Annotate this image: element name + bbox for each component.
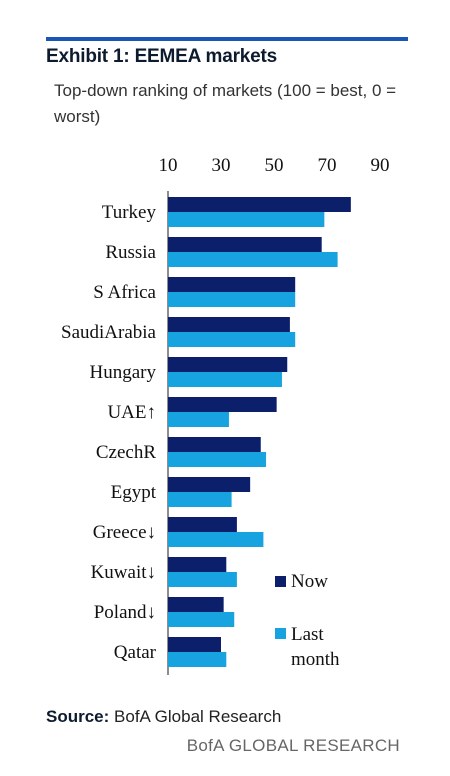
bar-last-month — [168, 412, 229, 427]
bar-now — [168, 357, 288, 372]
legend-swatch-now — [275, 576, 286, 587]
bar-now — [168, 477, 251, 492]
category-label: Russia — [105, 242, 156, 263]
bar-now — [168, 597, 224, 612]
header-accent-bar — [46, 37, 408, 41]
bar-last-month — [168, 492, 232, 507]
source-text: BofA Global Research — [114, 707, 282, 726]
source-note: Source: BofA Global Research — [46, 707, 281, 727]
bar-last-month — [168, 212, 325, 227]
x-tick-label: 30 — [212, 155, 231, 176]
bar-now — [168, 517, 237, 532]
bar-now — [168, 397, 277, 412]
category-label: Turkey — [102, 202, 157, 223]
category-labels: Turkey Russia S Africa SaudiArabia Hungary UA… — [61, 202, 157, 663]
chart-subtitle: Top-down ranking of markets (100 = best,… — [54, 81, 397, 126]
bar-now — [168, 197, 351, 212]
bar-last-month — [168, 372, 282, 387]
category-label: Greece↓ — [93, 522, 156, 543]
bar-now — [168, 317, 290, 332]
category-label: Egypt — [111, 482, 157, 503]
legend-label-now: Now — [291, 571, 328, 592]
bar-last-month — [168, 452, 267, 467]
bar-last-month — [168, 612, 235, 627]
brand-footer: BofA GLOBAL RESEARCH — [186, 736, 400, 755]
bar-last-month — [168, 332, 296, 347]
category-label: Hungary — [90, 362, 157, 383]
bar-now — [168, 557, 227, 572]
category-label: Qatar — [114, 642, 157, 663]
chart-title: Exhibit 1: EEMEA markets — [46, 46, 278, 67]
bars-group — [168, 197, 351, 667]
source-label: Source: — [46, 707, 110, 726]
bar-last-month — [168, 652, 227, 667]
category-label: CzechR — [96, 442, 156, 463]
x-tick-label: 70 — [318, 155, 337, 176]
category-label: UAE↑ — [107, 402, 156, 423]
bar-now — [168, 437, 261, 452]
bar-chart: 10 30 50 70 90 Turkey Russia S Africa SaudiArab… — [61, 155, 390, 675]
bar-last-month — [168, 572, 237, 587]
x-tick-label: 90 — [371, 155, 390, 176]
bar-last-month — [168, 532, 264, 547]
bar-last-month — [168, 292, 296, 307]
bar-now — [168, 237, 322, 252]
bar-last-month — [168, 252, 338, 267]
category-label: SaudiArabia — [61, 322, 157, 343]
x-tick-label: 10 — [159, 155, 178, 176]
bar-now — [168, 637, 221, 652]
legend-swatch-last-month — [275, 628, 286, 639]
legend-label-last-month: Last month — [291, 624, 340, 670]
x-axis-ticks: 10 30 50 70 90 — [159, 155, 390, 176]
bar-now — [168, 277, 296, 292]
category-label: Poland↓ — [94, 602, 156, 623]
x-tick-label: 50 — [265, 155, 284, 176]
category-label: Kuwait↓ — [91, 562, 156, 583]
category-label: S Africa — [93, 282, 156, 303]
legend: Now Last month — [275, 571, 340, 670]
